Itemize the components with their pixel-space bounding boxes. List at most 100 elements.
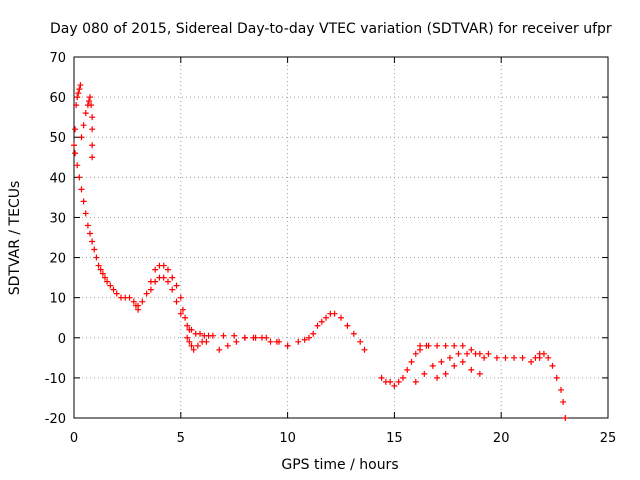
data-point	[164, 278, 171, 285]
series-arc-end	[532, 350, 569, 421]
data-point	[395, 378, 402, 385]
data-point	[276, 338, 283, 345]
data-point	[80, 122, 87, 129]
data-point	[72, 126, 79, 133]
y-axis-ticks: -20 -10 0 10 20 30 40 50 60 70	[45, 51, 608, 427]
data-point	[173, 298, 180, 305]
data-point	[459, 342, 466, 349]
data-point	[93, 254, 100, 261]
x-tick-label: 0	[70, 431, 78, 446]
data-point	[107, 282, 114, 289]
series-arc-mid	[216, 334, 291, 353]
y-tick-label: 60	[49, 91, 66, 106]
data-point	[562, 415, 569, 421]
chart-title: Day 080 of 2015, Sidereal Day-to-day VTE…	[50, 21, 612, 37]
data-point	[412, 350, 419, 357]
x-axis-ticks: 0 5 10 15 20 25	[70, 57, 616, 446]
y-axis-label: SDTVAR / TECUs	[7, 181, 23, 296]
data-point	[74, 162, 81, 169]
series-arc-spike	[78, 94, 96, 161]
y-tick-label: 50	[49, 131, 66, 146]
data-point	[391, 382, 398, 389]
data-point	[110, 286, 117, 293]
data-point	[378, 374, 385, 381]
series-arc-bump1-lower	[147, 274, 184, 317]
data-point	[179, 306, 186, 313]
data-point	[331, 310, 338, 317]
data-point	[184, 322, 191, 329]
data-point	[434, 342, 441, 349]
data-point	[284, 342, 291, 349]
data-point	[481, 354, 488, 361]
data-point	[438, 358, 445, 365]
data-point	[258, 334, 265, 341]
data-point	[468, 346, 475, 353]
data-point	[472, 350, 479, 357]
grid-layer	[74, 57, 608, 418]
data-point	[250, 334, 257, 341]
data-point	[553, 374, 560, 381]
data-point	[421, 370, 428, 377]
data-point	[184, 334, 191, 341]
data-point	[216, 346, 223, 353]
data-point	[357, 338, 364, 345]
data-point	[82, 110, 89, 117]
data-point	[173, 282, 180, 289]
data-point	[442, 370, 449, 377]
data-point	[169, 274, 176, 281]
data-point	[113, 290, 120, 297]
data-point	[408, 358, 415, 365]
data-point	[301, 336, 308, 343]
data-point	[233, 338, 240, 345]
data-point	[446, 354, 453, 361]
data-points	[71, 82, 569, 421]
data-point	[464, 350, 471, 357]
x-tick-label: 10	[279, 431, 296, 446]
data-point	[126, 294, 133, 301]
series-arc-late-mid	[412, 350, 488, 385]
data-point	[160, 274, 167, 281]
data-point	[82, 210, 89, 217]
data-point	[476, 370, 483, 377]
data-point	[549, 362, 556, 369]
data-point	[188, 326, 195, 333]
data-point	[197, 330, 204, 337]
series-arc-bump2	[295, 310, 368, 353]
y-tick-label: 30	[49, 211, 66, 226]
series-arc-decay	[72, 150, 142, 313]
data-point	[203, 338, 210, 345]
data-point	[558, 386, 565, 393]
x-tick-label: 25	[600, 431, 617, 446]
data-point	[87, 230, 94, 237]
data-point	[387, 378, 394, 385]
data-point	[130, 298, 137, 305]
data-point	[89, 142, 96, 149]
data-point	[89, 154, 96, 161]
y-tick-label: 0	[58, 332, 66, 347]
data-point	[164, 266, 171, 273]
data-point	[344, 322, 351, 329]
data-point	[194, 342, 201, 349]
data-point	[143, 290, 150, 297]
data-point	[417, 342, 424, 349]
data-point	[85, 98, 92, 105]
data-point	[267, 338, 274, 345]
data-point	[451, 342, 458, 349]
data-point	[152, 278, 159, 285]
x-tick-label: 15	[386, 431, 403, 446]
data-point	[532, 354, 539, 361]
data-point	[545, 354, 552, 361]
plot-frame	[73, 56, 609, 419]
series-arc-late-upper	[417, 342, 543, 365]
data-point	[77, 82, 84, 89]
series-arc-start	[71, 82, 84, 149]
data-point	[209, 332, 216, 339]
data-point	[519, 354, 526, 361]
y-tick-label: -20	[45, 412, 66, 427]
data-point	[310, 330, 317, 337]
y-tick-label: 70	[49, 51, 66, 66]
data-point	[99, 270, 106, 277]
data-point	[511, 354, 518, 361]
